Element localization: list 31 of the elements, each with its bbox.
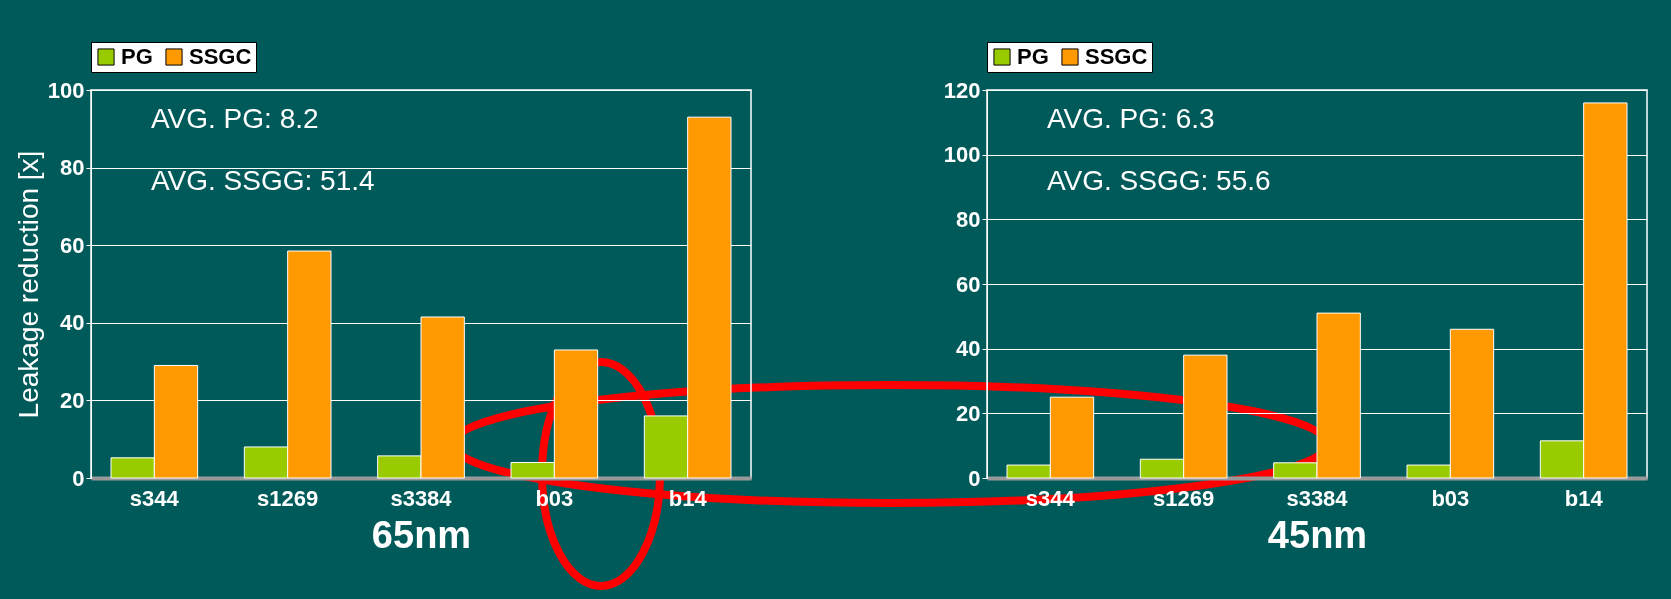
x-tick-label: s344 [129, 485, 180, 511]
legend-label: PG [121, 44, 153, 69]
annotation: AVG. SSGG: 55.6 [1047, 165, 1271, 196]
y-tick-label: 60 [956, 271, 981, 297]
y-tick-label: 0 [968, 465, 981, 491]
x-axis-title: 65nm [371, 513, 472, 556]
annotation: AVG. PG: 8.2 [151, 103, 319, 134]
y-tick-label: 40 [956, 336, 981, 362]
x-axis-title: 45nm [1267, 513, 1368, 556]
y-tick-label: 80 [60, 155, 85, 181]
y-tick-label: 100 [943, 142, 981, 168]
x-tick-label: b14 [1564, 485, 1604, 511]
y-axis-title: Leakage reduction [x] [12, 150, 44, 419]
x-tick-label: s3384 [390, 485, 453, 511]
y-tick-label: 20 [956, 400, 981, 426]
y-tick-label: 100 [47, 77, 85, 103]
x-tick-label: s3384 [1286, 485, 1349, 511]
annotation: AVG. PG: 6.3 [1047, 103, 1215, 134]
legend-label: SSGC [1085, 44, 1148, 69]
y-tick-label: 20 [60, 387, 85, 413]
annotation: AVG. SSGG: 51.4 [151, 165, 375, 196]
y-tick-label: 120 [943, 77, 981, 103]
x-tick-label: s1269 [257, 485, 319, 511]
x-tick-label: s1269 [1153, 485, 1215, 511]
y-tick-label: 80 [956, 206, 981, 232]
legend-label: PG [1017, 44, 1049, 69]
y-tick-label: 40 [60, 310, 85, 336]
x-tick-label: b03 [1431, 485, 1470, 511]
y-tick-label: 0 [72, 465, 85, 491]
legend-label: SSGC [189, 44, 252, 69]
y-tick-label: 60 [60, 232, 85, 258]
